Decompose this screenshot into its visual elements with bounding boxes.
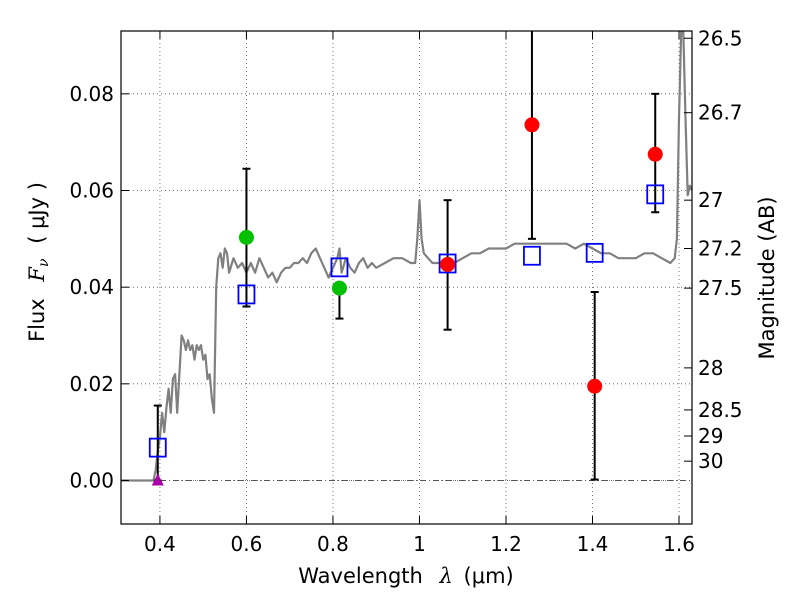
- x-tick-label: 0.4: [144, 532, 176, 556]
- x-tick-label: 1.4: [577, 532, 609, 556]
- x-tick-label: 1.6: [663, 532, 695, 556]
- x-axis-label: Wavelength λ (μm): [298, 564, 513, 588]
- y-tick-label: 0.00: [69, 469, 114, 493]
- observed-flux-point: [647, 146, 663, 162]
- mag-tick-label: 26.5: [698, 26, 743, 50]
- x-axis-label-symbol: λ: [439, 564, 453, 588]
- mag-tick-label: 29: [698, 424, 723, 448]
- x-axis-label-unit: (μm): [464, 564, 514, 588]
- model-photometry-square: [330, 257, 349, 278]
- x-tick-label: 1.2: [490, 532, 522, 556]
- y-axis-label-subscript: ν: [36, 258, 52, 267]
- x-tick-label: 1: [413, 532, 426, 556]
- model-photometry-square: [237, 284, 256, 305]
- gridlines: [121, 31, 692, 524]
- y-axis-label-text: Flux: [25, 298, 49, 342]
- y-tick-label: 0.06: [69, 179, 114, 203]
- error-bars: [153, 31, 660, 482]
- y-axis-ticks: 0.00 0.02 0.04 0.06 0.08: [69, 82, 129, 493]
- model-photometry-square: [438, 253, 457, 274]
- magnitude-axis-label: Magnitude (AB): [755, 196, 779, 359]
- model-sed-line: [121, 31, 692, 482]
- observed-flux-point: [331, 280, 347, 296]
- observed-flux-point: [440, 256, 456, 272]
- mag-tick-label: 28.5: [698, 398, 743, 422]
- observed-flux-point: [524, 117, 540, 133]
- x-tick-label: 0.6: [231, 532, 263, 556]
- y-tick-label: 0.08: [69, 82, 114, 106]
- y-tick-label: 0.02: [69, 372, 114, 396]
- observed-flux-point: [587, 378, 603, 394]
- data-markers: [148, 117, 665, 486]
- y-tick-label: 0.04: [69, 275, 114, 299]
- mag-tick-label: 27: [698, 188, 723, 212]
- mag-tick-label: 30: [698, 449, 723, 473]
- observed-flux-point: [238, 229, 254, 245]
- upper-limit-triangle: [151, 473, 164, 486]
- model-photometry-square: [148, 437, 167, 458]
- model-photometry-square: [585, 242, 604, 263]
- y-axis-label-symbol: F: [25, 266, 49, 283]
- x-tick-label: 0.8: [317, 532, 349, 556]
- x-axis-ticks: 0.4 0.6 0.8 1 1.2 1.4 1.6: [144, 31, 695, 556]
- model-photometry-square: [646, 184, 665, 205]
- plot-frame: [120, 30, 693, 525]
- mag-tick-label: 27.5: [698, 276, 743, 300]
- y-axis-label: Flux Fν ( μJy ): [25, 182, 53, 342]
- y-axis-label-unit: ( μJy ): [25, 182, 49, 244]
- x-axis-label-text: Wavelength: [298, 564, 423, 588]
- mag-tick-label: 27.2: [698, 237, 743, 261]
- mag-tick-label: 26.7: [698, 101, 743, 125]
- model-photometry-square: [523, 245, 541, 266]
- mag-tick-label: 28: [698, 356, 723, 380]
